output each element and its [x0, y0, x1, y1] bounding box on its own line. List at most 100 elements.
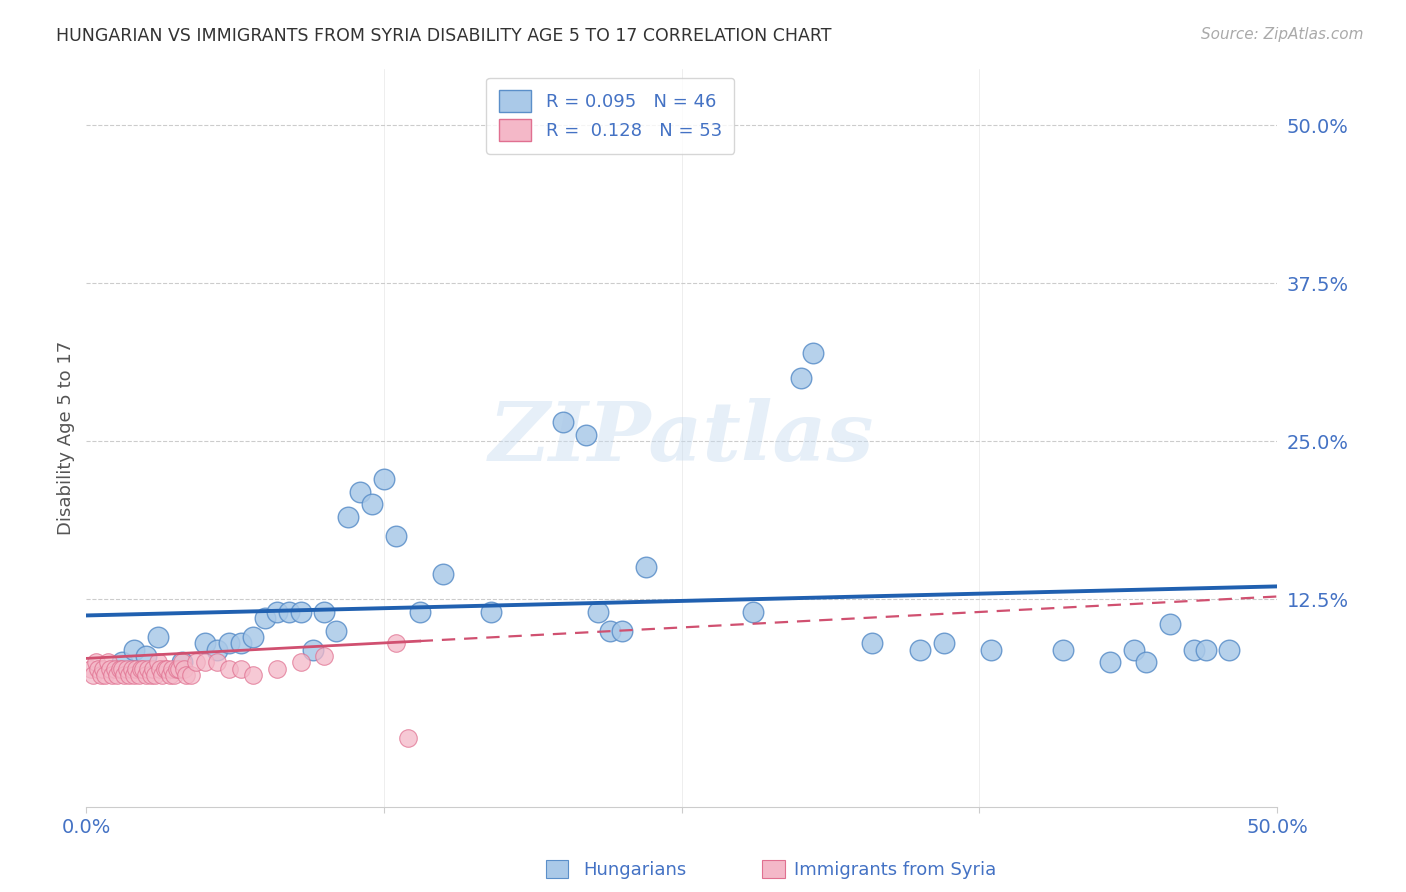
Point [290, 655, 312, 669]
Point [98, 661, 121, 675]
Point [184, 655, 207, 669]
Point [80, 661, 103, 675]
Point [242, 668, 264, 682]
Point [180, 668, 202, 682]
Point [84, 655, 107, 669]
Point [218, 636, 240, 650]
Point [91, 661, 114, 675]
Point [1123, 642, 1146, 657]
Point [156, 661, 179, 675]
Point [314, 605, 336, 619]
Point [1182, 642, 1205, 657]
Point [176, 668, 198, 682]
Text: ZIPatlas: ZIPatlas [489, 398, 875, 478]
Point [173, 661, 195, 675]
Point [432, 566, 454, 581]
Text: Hungarians: Hungarians [583, 861, 686, 879]
Point [932, 636, 955, 650]
Point [218, 661, 240, 675]
Point [253, 611, 276, 625]
Point [349, 484, 371, 499]
Point [97, 655, 120, 669]
Point [194, 636, 217, 650]
Point [860, 636, 883, 650]
Point [266, 605, 288, 619]
Point [152, 668, 174, 682]
Point [163, 668, 186, 682]
Point [166, 661, 188, 675]
Point [115, 661, 138, 675]
Point [908, 642, 931, 657]
Point [479, 605, 502, 619]
Point [136, 661, 159, 675]
Point [1052, 642, 1074, 657]
Point [551, 415, 574, 429]
Point [135, 648, 157, 663]
Point [153, 661, 176, 675]
Point [135, 668, 157, 682]
Point [105, 668, 128, 682]
Point [408, 605, 430, 619]
Point [742, 605, 765, 619]
Point [159, 668, 181, 682]
Point [588, 605, 610, 619]
Y-axis label: Disability Age 5 to 17: Disability Age 5 to 17 [58, 341, 75, 535]
Point [1159, 617, 1181, 632]
Point [980, 642, 1002, 657]
Point [266, 661, 288, 675]
Point [170, 655, 193, 669]
Point [111, 655, 134, 669]
Point [385, 529, 408, 543]
Point [128, 668, 150, 682]
Point [207, 655, 229, 669]
Point [142, 661, 165, 675]
Point [634, 560, 657, 574]
Point [125, 661, 148, 675]
Point [610, 624, 633, 638]
Point [361, 497, 384, 511]
Point [229, 661, 252, 675]
Point [789, 371, 811, 385]
Point [575, 427, 598, 442]
Point [90, 668, 112, 682]
Point [801, 345, 824, 359]
Point [314, 648, 336, 663]
Point [325, 624, 347, 638]
Point [207, 642, 229, 657]
Point [121, 661, 143, 675]
Point [146, 655, 169, 669]
Point [122, 668, 145, 682]
Point [146, 630, 169, 644]
Point [277, 605, 299, 619]
Point [143, 668, 166, 682]
Point [194, 655, 217, 669]
Point [160, 661, 183, 675]
Point [87, 661, 110, 675]
Point [82, 668, 104, 682]
Text: HUNGARIAN VS IMMIGRANTS FROM SYRIA DISABILITY AGE 5 TO 17 CORRELATION CHART: HUNGARIAN VS IMMIGRANTS FROM SYRIA DISAB… [56, 27, 832, 45]
Point [108, 661, 131, 675]
Point [129, 661, 152, 675]
Point [170, 655, 193, 669]
Point [149, 661, 172, 675]
Point [396, 731, 419, 745]
Point [139, 668, 162, 682]
Point [118, 668, 141, 682]
Text: Immigrants from Syria: Immigrants from Syria [794, 861, 997, 879]
Legend: R = 0.095   N = 46, R =  0.128   N = 53: R = 0.095 N = 46, R = 0.128 N = 53 [486, 78, 734, 154]
Point [167, 661, 190, 675]
Point [112, 668, 135, 682]
Point [290, 605, 312, 619]
Point [122, 642, 145, 657]
Point [337, 510, 360, 524]
Text: Source: ZipAtlas.com: Source: ZipAtlas.com [1201, 27, 1364, 42]
Point [229, 636, 252, 650]
Point [385, 636, 408, 650]
Point [301, 642, 323, 657]
Point [1218, 642, 1240, 657]
Point [101, 668, 124, 682]
Point [1194, 642, 1216, 657]
Point [373, 472, 395, 486]
Point [599, 624, 621, 638]
Point [104, 661, 127, 675]
